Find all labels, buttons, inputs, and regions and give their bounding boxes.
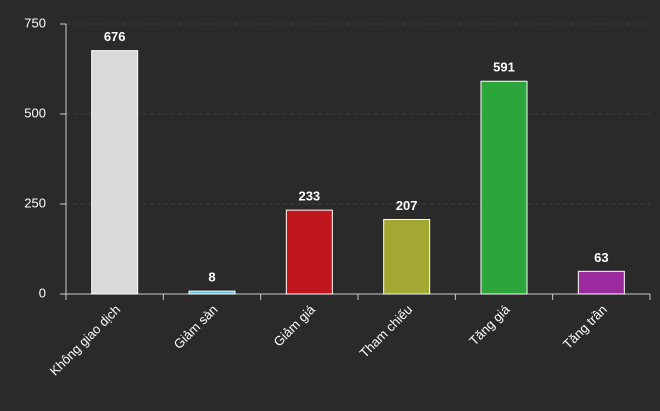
value-label: 233 [298, 189, 320, 204]
value-label: 63 [594, 250, 608, 265]
bar [188, 290, 236, 295]
bar [480, 80, 528, 295]
bar [285, 209, 333, 295]
value-label: 8 [208, 270, 215, 285]
y-tick-label: 0 [39, 285, 46, 300]
y-tick-label: 750 [24, 15, 46, 30]
bar [577, 270, 625, 295]
value-label: 591 [493, 60, 515, 75]
y-tick-label: 250 [24, 195, 46, 210]
bar [91, 50, 139, 295]
bar [383, 218, 431, 295]
value-label: 676 [104, 29, 126, 44]
y-tick-label: 500 [24, 105, 46, 120]
value-label: 207 [396, 198, 418, 213]
